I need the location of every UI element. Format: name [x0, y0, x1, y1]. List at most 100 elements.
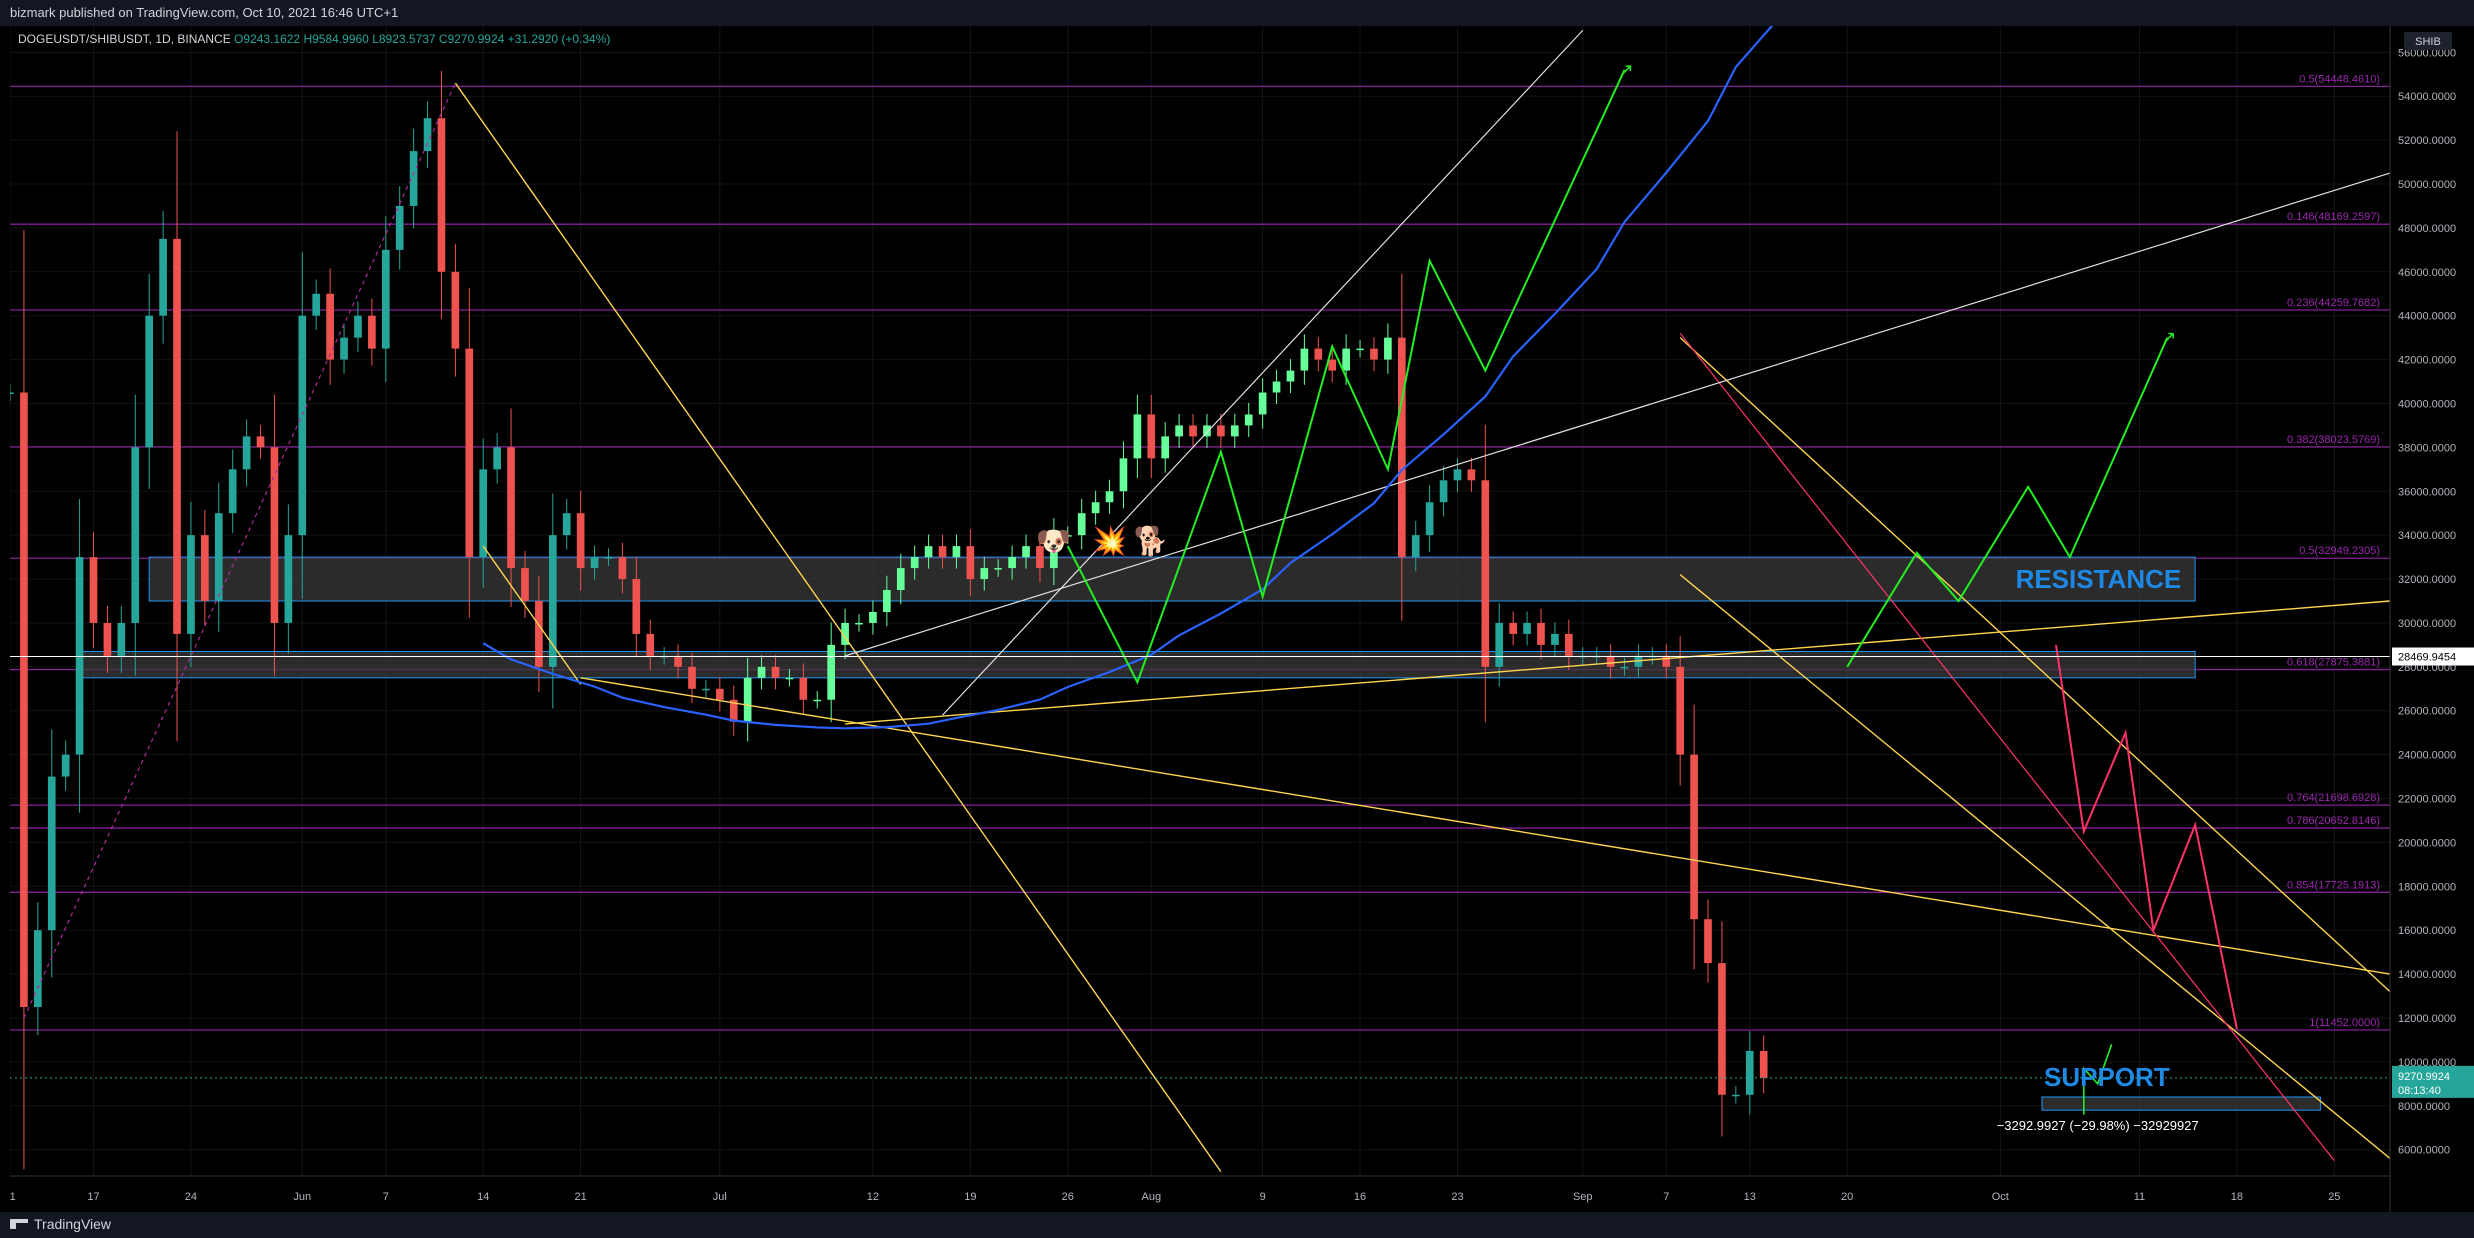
candle-body[interactable]: [298, 315, 307, 536]
candle-body[interactable]: [688, 666, 696, 689]
candle-body[interactable]: [702, 688, 710, 691]
candle-body[interactable]: [632, 579, 641, 634]
candle-body[interactable]: [1745, 1050, 1754, 1095]
candle-body[interactable]: [242, 436, 251, 470]
candle-body[interactable]: [214, 513, 223, 601]
candle-body[interactable]: [284, 535, 293, 623]
candle-body[interactable]: [966, 546, 975, 580]
candle-body[interactable]: [1161, 436, 1170, 459]
candle-body[interactable]: [841, 622, 849, 645]
candle-body[interactable]: [145, 315, 154, 448]
candle-body[interactable]: [1397, 337, 1406, 558]
candle-body[interactable]: [61, 754, 70, 777]
candle-body[interactable]: [368, 315, 376, 349]
candle-body[interactable]: [1523, 622, 1531, 634]
candle-body[interactable]: [270, 447, 279, 623]
candle-body[interactable]: [1189, 425, 1197, 437]
candle-body[interactable]: [910, 557, 919, 569]
candle-body[interactable]: [47, 776, 56, 931]
candle-body[interactable]: [674, 655, 682, 667]
candle-body[interactable]: [799, 677, 808, 700]
candle-body[interactable]: [1286, 370, 1295, 382]
candle-body[interactable]: [201, 535, 209, 601]
candle-body[interactable]: [326, 293, 334, 360]
candle-body[interactable]: [1690, 754, 1698, 920]
candle-body[interactable]: [827, 644, 835, 700]
candle-body[interactable]: [228, 469, 237, 514]
candle-body[interactable]: [34, 930, 42, 1008]
candle-body[interactable]: [1175, 425, 1183, 437]
candle-body[interactable]: [20, 392, 28, 1008]
candle-body[interactable]: [980, 568, 989, 580]
candle-body[interactable]: [590, 557, 599, 569]
candle-body[interactable]: [521, 568, 529, 601]
candle-body[interactable]: [1704, 919, 1712, 964]
candle-body[interactable]: [1314, 348, 1323, 360]
candle-body[interactable]: [437, 118, 446, 272]
candle-body[interactable]: [395, 205, 404, 250]
candle-body[interactable]: [1439, 480, 1448, 503]
candle-body[interactable]: [1481, 480, 1490, 667]
candle-body[interactable]: [103, 622, 112, 656]
candle-body[interactable]: [715, 688, 724, 700]
candle-body[interactable]: [1147, 414, 1156, 459]
candle-body[interactable]: [1620, 666, 1629, 669]
candle-body[interactable]: [423, 118, 432, 152]
candle-body[interactable]: [1230, 425, 1239, 437]
tradingview-logo[interactable]: TradingView: [10, 1216, 111, 1232]
chart-area[interactable]: 0.5(54448.4610) 0.146(48169.2597) 0.236(44…: [4, 18, 2474, 1212]
candle-body[interactable]: [479, 469, 488, 558]
candle-body[interactable]: [507, 447, 515, 569]
candle-body[interactable]: [771, 666, 780, 678]
candle-body[interactable]: [1063, 535, 1072, 537]
candle-body[interactable]: [813, 699, 822, 702]
candle-body[interactable]: [1662, 655, 1671, 667]
candle-body[interactable]: [1008, 557, 1016, 569]
candle-body[interactable]: [562, 513, 571, 536]
candle-body[interactable]: [1425, 502, 1434, 536]
candle-body[interactable]: [173, 238, 181, 634]
candle-body[interactable]: [785, 677, 794, 680]
candle-body[interactable]: [1272, 381, 1281, 393]
candle-body[interactable]: [1759, 1050, 1768, 1078]
candle-body[interactable]: [1091, 502, 1100, 514]
candle-body[interactable]: [1551, 633, 1559, 645]
candle-body[interactable]: [1606, 655, 1615, 667]
candle-body[interactable]: [340, 337, 348, 360]
candle-body[interactable]: [312, 293, 321, 316]
candle-body[interactable]: [1509, 622, 1517, 634]
candle-body[interactable]: [1732, 1094, 1740, 1097]
candle-body[interactable]: [381, 249, 390, 349]
candle-body[interactable]: [576, 513, 585, 569]
candle-body[interactable]: [1203, 425, 1211, 437]
candle-body[interactable]: [1370, 348, 1378, 360]
candle-body[interactable]: [1495, 622, 1504, 667]
candle-body[interactable]: [159, 238, 167, 316]
candle-body[interactable]: [994, 568, 1003, 570]
candle-body[interactable]: [869, 611, 877, 623]
candle-body[interactable]: [646, 633, 655, 656]
candle-body[interactable]: [409, 151, 418, 206]
candle-body[interactable]: [883, 590, 891, 612]
candle-body[interactable]: [465, 348, 474, 558]
candle-body[interactable]: [1537, 622, 1545, 645]
candle-body[interactable]: [1300, 348, 1309, 371]
candle-body[interactable]: [1105, 491, 1114, 503]
candle-body[interactable]: [1050, 535, 1058, 569]
candle-body[interactable]: [354, 315, 362, 338]
candle-body[interactable]: [1244, 414, 1253, 426]
candle-body[interactable]: [1384, 337, 1392, 360]
candle-body[interactable]: [924, 546, 933, 558]
currency-badge[interactable]: [2404, 32, 2452, 50]
candle-body[interactable]: [1342, 348, 1350, 371]
candle-body[interactable]: [1022, 546, 1030, 558]
candle-body[interactable]: [1036, 546, 1044, 569]
candle-body[interactable]: [1411, 535, 1420, 558]
candle-body[interactable]: [1119, 458, 1128, 492]
candle-body[interactable]: [604, 557, 613, 559]
candle-body[interactable]: [1467, 469, 1476, 481]
candle-body[interactable]: [117, 622, 126, 656]
candle-body[interactable]: [535, 601, 543, 667]
candle-body[interactable]: [89, 557, 98, 623]
price-chart[interactable]: 0.5(54448.4610) 0.146(48169.2597) 0.236(44…: [4, 18, 2474, 1212]
